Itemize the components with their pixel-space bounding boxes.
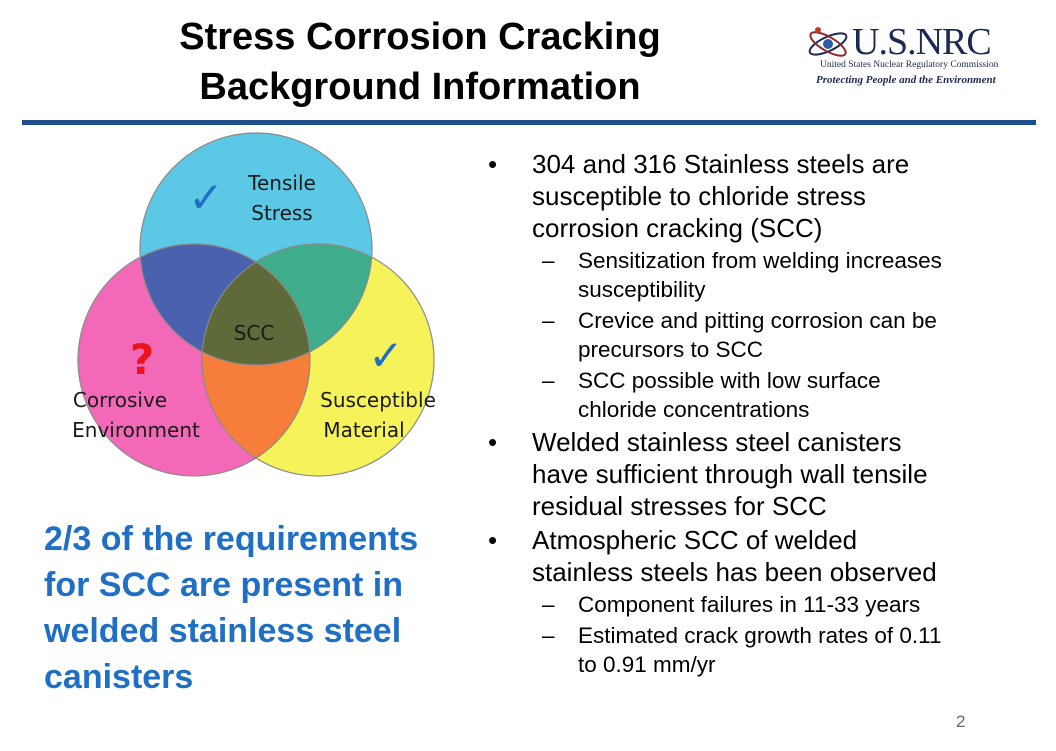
corrosive-label-2: Environment xyxy=(72,418,200,442)
sub-bullet-marker: – xyxy=(542,368,555,393)
bullet-text-line: Atmospheric SCC of welded xyxy=(532,525,858,555)
tensile-label-1: Tensile xyxy=(247,171,316,195)
sub-bullet-text-line: precursors to SCC xyxy=(578,337,764,362)
center-overlap xyxy=(202,244,310,365)
title-line-1: Stress Corrosion Cracking xyxy=(179,16,661,58)
requirements-callout: 2/3 of the requirements for SCC are pres… xyxy=(44,516,484,700)
sub-bullet-text-line: Sensitization from welding increases xyxy=(578,248,942,273)
callout-line-3: welded stainless steel xyxy=(44,612,402,650)
bullet-marker: • xyxy=(488,525,498,555)
sub-bullet-marker: – xyxy=(542,592,555,617)
bullet-text-line: 304 and 316 Stainless steels are xyxy=(532,149,910,179)
title-line-2: Background Information xyxy=(199,66,641,108)
sub-bullet-marker: – xyxy=(542,308,555,333)
tensile-label-2: Stress xyxy=(251,201,312,225)
nrc-logo: U.S.NRC United States Nuclear Regulatory… xyxy=(806,21,1006,92)
bullet-text-line: corrosion cracking (SCC) xyxy=(532,213,823,243)
susceptible-label-2: Material xyxy=(323,418,404,442)
sub-bullet-item: – Crevice and pitting corrosion can be p… xyxy=(484,306,1024,364)
bullet-text-line: stainless steels has been observed xyxy=(532,557,937,587)
sub-bullet-item: – Sensitization from welding increases s… xyxy=(484,246,1024,304)
bullet-item: • Welded stainless steel canisters have … xyxy=(484,426,1024,522)
callout-line-2: for SCC are present in xyxy=(44,566,403,604)
logo-subtitle: United States Nuclear Regulatory Commiss… xyxy=(820,60,999,70)
corrosive-label-1: Corrosive xyxy=(73,388,167,412)
sub-bullet-text-line: to 0.91 mm/yr xyxy=(578,652,716,677)
page-number: 2 xyxy=(956,712,966,731)
sub-bullet-marker: – xyxy=(542,623,555,648)
bullet-text-line: have sufficient through wall tensile xyxy=(532,459,928,489)
logo-name: U.S.NRC xyxy=(852,21,992,63)
sub-bullet-text-line: SCC possible with low surface xyxy=(578,368,881,393)
sub-bullet-text-line: Crevice and pitting corrosion can be xyxy=(578,308,937,333)
susceptible-label-1: Susceptible xyxy=(320,388,436,412)
callout-line-4: canisters xyxy=(44,658,194,696)
tensile-check-icon: ✓ xyxy=(188,173,223,222)
bullet-item: • 304 and 316 Stainless steels are susce… xyxy=(484,148,1024,244)
sub-bullet-text-line: susceptibility xyxy=(578,277,706,302)
bullet-list: • 304 and 316 Stainless steels are susce… xyxy=(484,148,1024,681)
sub-bullet-text-line: Component failures in 11-33 years xyxy=(578,592,921,617)
bullet-marker: • xyxy=(488,427,498,457)
bullet-marker: • xyxy=(488,149,498,179)
bullet-text-line: residual stresses for SCC xyxy=(532,491,827,521)
sub-bullet-text-line: chloride concentrations xyxy=(578,397,810,422)
atom-logo-icon xyxy=(808,27,848,57)
susceptible-check-icon: ✓ xyxy=(368,331,403,380)
callout-line-1: 2/3 of the requirements xyxy=(44,520,419,558)
sub-bullet-text-line: Estimated crack growth rates of 0.11 xyxy=(578,623,942,648)
bullet-item: • Atmospheric SCC of welded stainless st… xyxy=(484,524,1024,588)
scc-center-label: SCC xyxy=(234,321,275,345)
venn-diagram: Tensile Stress ✓ SCC ? Corrosive Environ… xyxy=(72,132,436,477)
sub-bullet-item: – Component failures in 11-33 years xyxy=(484,590,1024,619)
slide-title: Stress Corrosion Cracking Background Inf… xyxy=(60,12,780,112)
corrosive-question-icon: ? xyxy=(130,335,154,384)
sub-bullet-item: – SCC possible with low surface chloride… xyxy=(484,366,1024,424)
bullet-text-line: susceptible to chloride stress xyxy=(532,181,866,211)
sub-bullet-item: – Estimated crack growth rates of 0.11 t… xyxy=(484,621,1024,679)
sub-bullet-marker: – xyxy=(542,248,555,273)
title-divider xyxy=(22,120,1036,125)
logo-tagline: Protecting People and the Environment xyxy=(816,74,996,86)
bullet-text-line: Welded stainless steel canisters xyxy=(532,427,902,457)
